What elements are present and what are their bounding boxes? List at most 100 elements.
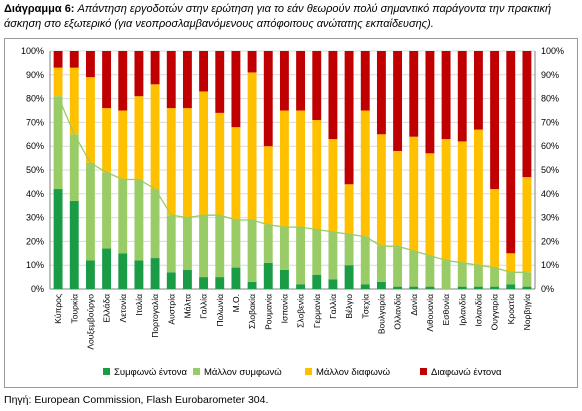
bar-segment <box>102 172 112 249</box>
y-tick-label-left: 80% <box>26 94 44 104</box>
legend-label: Διαφωνώ έντονα <box>431 367 502 378</box>
bar-segment <box>231 127 241 220</box>
bar-segment <box>53 67 63 97</box>
y-tick-label-right: 10% <box>541 260 559 270</box>
bar-segment <box>409 51 419 137</box>
caption-text: Απάντηση εργοδοτών στην ερώτηση για το ε… <box>4 3 552 30</box>
bar-segment <box>231 219 241 268</box>
y-tick-label-left: 100% <box>21 46 44 56</box>
bar-segment <box>263 146 273 225</box>
legend-label: Μάλλον διαφωνώ <box>316 367 391 378</box>
bar-segment <box>360 236 370 285</box>
bar-segment <box>409 286 419 289</box>
bar-segment <box>473 129 483 266</box>
y-tick-label-left: 10% <box>26 260 44 270</box>
category-label: Γαλλία <box>199 294 209 319</box>
category-label: Δανία <box>409 294 419 316</box>
y-tick-label-right: 90% <box>541 70 559 80</box>
bar-segment <box>182 217 192 270</box>
y-tick-label-right: 80% <box>541 94 559 104</box>
bar-segment <box>393 51 403 151</box>
bar-segment <box>150 189 160 259</box>
trend-line <box>57 95 527 273</box>
bar-segment <box>490 189 500 268</box>
bar-segment <box>441 139 451 261</box>
bar-segment <box>53 51 63 68</box>
bar-segment <box>166 215 176 273</box>
category-label: Ισλανδία <box>473 294 483 327</box>
bar-segment <box>263 262 273 289</box>
caption-label: Διάγραμμα 6: <box>4 3 75 15</box>
bar-segment <box>457 286 467 289</box>
category-label: Λετονία <box>118 294 128 323</box>
figure-caption: Διάγραμμα 6: Απάντηση εργοδοτών στην ερώ… <box>4 2 578 32</box>
y-tick-label-left: 0% <box>31 284 44 294</box>
bar-segment <box>522 286 532 289</box>
bar-segment <box>522 177 532 273</box>
bar-segment <box>263 224 273 263</box>
bar-segment <box>425 255 435 287</box>
bar-segment <box>490 51 500 190</box>
bar-segment <box>393 150 403 247</box>
category-label: Γερμανία <box>312 294 322 328</box>
bar-segment <box>312 51 322 121</box>
bar-segment <box>296 110 306 228</box>
bar-segment <box>231 51 241 128</box>
bar-segment <box>490 267 500 287</box>
bar-segment <box>182 51 192 109</box>
category-label: Ισπανία <box>279 294 289 323</box>
y-tick-label-right: 70% <box>541 117 559 127</box>
bar-segment <box>53 189 63 289</box>
category-label: Μάλτα <box>182 294 192 318</box>
category-label: Λουξεμβούργο <box>85 294 95 350</box>
bar-segment <box>69 67 79 135</box>
legend-label: Μάλλον συμφωνώ <box>204 367 282 378</box>
category-label: Βέλγιο <box>344 294 354 319</box>
category-label: Γαλλία <box>328 294 338 319</box>
bar-segment <box>393 286 403 289</box>
bar-segment <box>490 286 500 289</box>
bar-segment <box>506 253 516 273</box>
category-label: Τσεχία <box>360 294 370 319</box>
category-label: Ιρλανδία <box>457 294 467 326</box>
category-label: Σλοβακία <box>247 294 257 329</box>
category-label: Σλοβενία <box>296 294 306 328</box>
bar-segment <box>328 279 338 289</box>
category-label: Μ.Ο. <box>231 294 241 312</box>
y-tick-label-right: 30% <box>541 213 559 223</box>
bar-segment <box>69 51 79 68</box>
bar-segment <box>344 51 354 185</box>
bar-segment <box>473 265 483 287</box>
bar-segment <box>215 51 225 113</box>
bar-segment <box>166 108 176 216</box>
bar-segment <box>376 134 386 247</box>
bar-segment <box>85 162 95 261</box>
bar-segment <box>425 51 435 154</box>
bar-segment <box>522 272 532 287</box>
y-tick-label-left: 20% <box>26 236 44 246</box>
bar-segment <box>134 51 144 97</box>
y-tick-label-right: 40% <box>541 189 559 199</box>
bar-segment <box>409 136 419 251</box>
category-label: Πολωνία <box>215 294 225 327</box>
y-tick-label-left: 40% <box>26 189 44 199</box>
bar-segment <box>247 281 257 289</box>
bar-segment <box>457 51 467 142</box>
stacked-bar-chart: 0% 0% 10% 10% 20% 20% 30% 30% 40% 40% 50% 50% 60% 60%… <box>21 46 564 378</box>
legend-swatch <box>193 368 200 375</box>
bar-segment <box>296 227 306 285</box>
bar-segment <box>118 110 128 180</box>
bar-segment <box>425 286 435 289</box>
category-label: Εσθονία <box>441 294 451 326</box>
bar-segment <box>279 110 289 228</box>
bar-segment <box>312 274 322 289</box>
bar-segment <box>457 262 467 287</box>
source-note: Πηγή: European Commission, Flash Eurobar… <box>4 394 269 406</box>
y-tick-label-right: 50% <box>541 165 559 175</box>
bar-segment <box>296 51 306 111</box>
category-label: Νορβηγία <box>522 294 532 330</box>
category-label: Ρουμανία <box>263 294 273 330</box>
bar-segment <box>360 284 370 289</box>
bar-segment <box>150 258 160 289</box>
bar-segment <box>199 51 209 92</box>
